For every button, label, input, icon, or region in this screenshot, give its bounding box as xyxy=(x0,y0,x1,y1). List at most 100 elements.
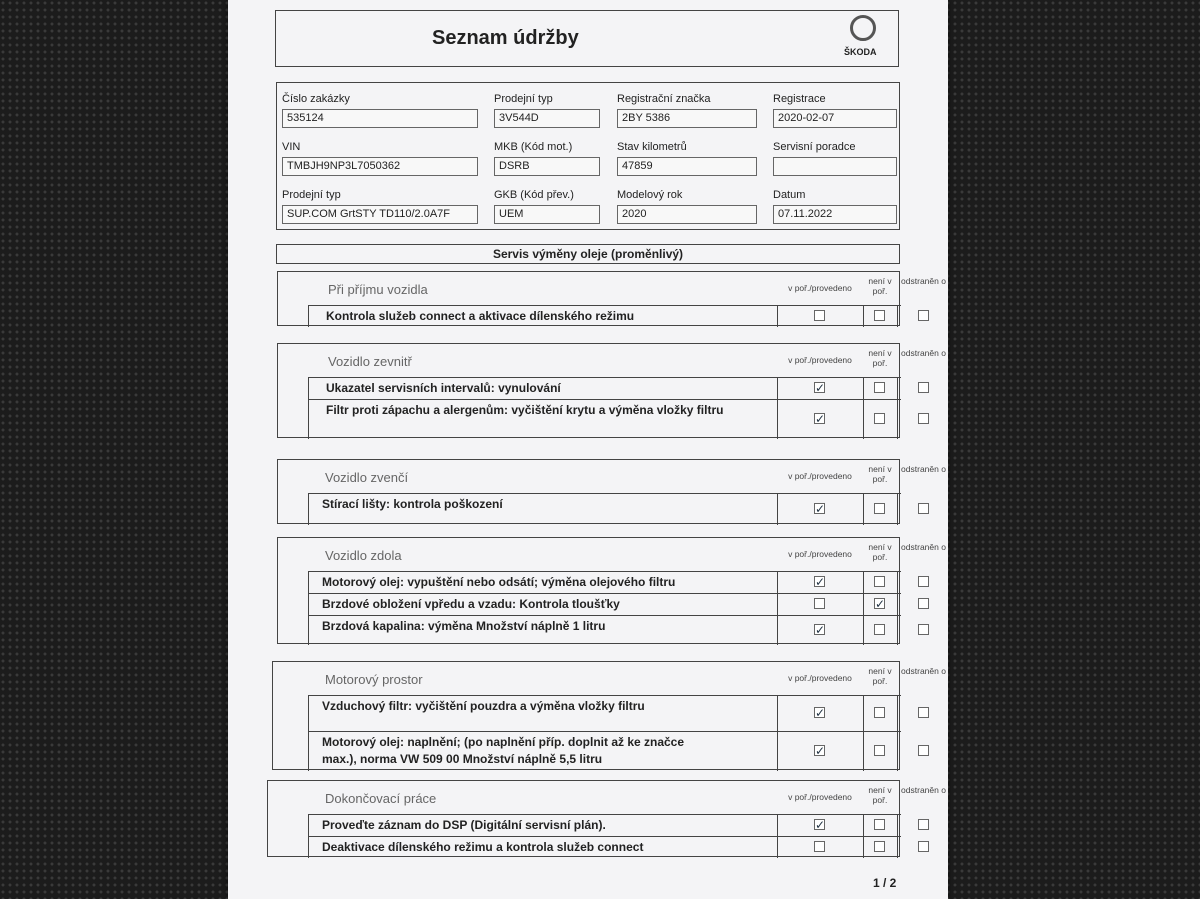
group-title: Dokončovací práce xyxy=(325,791,437,806)
group: Vozidlo zvenčí v poř./provedeno není v poř… xyxy=(277,459,946,525)
row-line xyxy=(308,836,901,837)
cell-divider xyxy=(777,731,778,771)
cell-divider xyxy=(897,493,898,525)
page-number: 1 / 2 xyxy=(873,876,897,890)
left-divider xyxy=(308,305,309,327)
left-divider xyxy=(308,814,309,858)
cell-divider xyxy=(777,695,778,731)
cell-divider xyxy=(863,814,864,836)
section-title: Servis výměny oleje (proměnlivý) xyxy=(276,244,900,264)
checkbox: ✓ xyxy=(814,706,826,720)
cell-divider xyxy=(863,571,864,593)
field-label: Prodejní typ xyxy=(494,93,553,105)
checkbox xyxy=(917,819,929,830)
item-text: Ukazatel servisních intervalů: vynulován… xyxy=(326,381,561,395)
column-header: není v poř. xyxy=(868,276,892,296)
fields-box: Číslo zakázky 535124 Prodejní typ 3V544D Reg… xyxy=(276,82,900,230)
checkbox xyxy=(874,707,885,718)
row-line xyxy=(308,695,901,696)
cell-divider xyxy=(897,836,898,858)
checkbox: ✓ xyxy=(814,744,826,758)
cell-divider xyxy=(777,593,778,615)
cell-divider xyxy=(863,399,864,439)
left-divider xyxy=(308,571,309,645)
checkbox: ✓ xyxy=(814,818,826,832)
field-value: 07.11.2022 xyxy=(773,205,897,224)
cell-divider xyxy=(897,399,898,439)
field-value xyxy=(773,157,897,176)
checkbox xyxy=(874,310,885,321)
checkbox xyxy=(917,707,929,718)
group-title: Vozidlo zvenčí xyxy=(325,470,409,485)
checkbox xyxy=(874,745,885,756)
field-value: 2BY 5386 xyxy=(617,109,757,128)
column-header: není v poř. xyxy=(868,464,892,484)
checkbox: ✓ xyxy=(814,575,826,589)
item-text: Motorový olej: vypuštění nebo odsátí; vý… xyxy=(322,575,676,589)
field-value: TMBJH9NP3L7050362 xyxy=(282,157,478,176)
column-header: v poř./provedeno xyxy=(788,673,852,683)
item-text: Proveďte záznam do DSP (Digitální servis… xyxy=(322,818,606,832)
left-divider xyxy=(308,377,309,439)
cell-divider xyxy=(777,399,778,439)
checkbox xyxy=(917,745,929,756)
field-value: 3V544D xyxy=(494,109,600,128)
checkbox xyxy=(814,310,825,321)
cell-divider xyxy=(863,695,864,731)
row-line xyxy=(308,377,901,378)
field-value: SUP.COM GrtSTY TD110/2.0A7F xyxy=(282,205,478,224)
cell-divider xyxy=(897,377,898,399)
cell-divider xyxy=(863,593,864,615)
checkbox xyxy=(874,624,885,635)
field-label: Stav kilometrů xyxy=(617,141,687,153)
cell-divider xyxy=(777,377,778,399)
cell-divider xyxy=(897,731,898,771)
item-text: Brzdová kapalina: výměna Množství náplně… xyxy=(322,619,606,633)
cell-divider xyxy=(897,571,898,593)
group: Při příjmu vozidla v poř./provedeno není v… xyxy=(277,271,946,327)
field-value: 47859 xyxy=(617,157,757,176)
column-header: odstraněn o xyxy=(901,464,946,474)
field-label: GKB (Kód přev.) xyxy=(494,189,574,201)
row-line xyxy=(308,305,901,306)
checkbox xyxy=(874,413,885,424)
column-header: v poř./provedeno xyxy=(788,792,852,802)
checkbox xyxy=(917,503,929,514)
column-header: v poř./provedeno xyxy=(788,471,852,481)
cell-divider xyxy=(777,493,778,525)
group: Vozidlo zevnitř v poř./provedeno není v po… xyxy=(277,343,946,439)
checkbox xyxy=(874,382,885,393)
group-title: Motorový prostor xyxy=(325,672,423,687)
checkbox xyxy=(917,598,929,609)
cell-divider xyxy=(863,731,864,771)
item-text: Stírací lišty: kontrola poškození xyxy=(322,497,503,511)
checkbox xyxy=(917,382,929,393)
item-text: Deaktivace dílenského režimu a kontrola … xyxy=(322,840,644,854)
checkbox xyxy=(814,841,825,852)
checkbox: ✓ xyxy=(874,597,886,611)
logo xyxy=(850,15,876,41)
field-value: 535124 xyxy=(282,109,478,128)
cell-divider xyxy=(897,814,898,836)
field-value: 2020-02-07 xyxy=(773,109,897,128)
row-line xyxy=(308,571,901,572)
field-label: Servisní poradce xyxy=(773,141,856,153)
column-header: v poř./provedeno xyxy=(788,283,852,293)
field-label: Datum xyxy=(773,189,806,201)
cell-divider xyxy=(777,836,778,858)
item-text: Brzdové obložení vpředu a vzadu: Kontrol… xyxy=(322,597,620,611)
column-header: není v poř. xyxy=(868,666,892,686)
checkbox xyxy=(874,576,885,587)
column-header: není v poř. xyxy=(868,348,892,368)
column-header: odstraněn o xyxy=(901,666,946,676)
column-header: odstraněn o xyxy=(901,276,946,286)
column-header: v poř./provedeno xyxy=(788,355,852,365)
column-header: není v poř. xyxy=(868,542,892,562)
cell-divider xyxy=(777,305,778,327)
checkbox xyxy=(917,624,929,635)
field-value: UEM xyxy=(494,205,600,224)
field-value: DSRB xyxy=(494,157,600,176)
checkbox: ✓ xyxy=(814,412,826,426)
checkbox xyxy=(917,841,929,852)
header-box: Seznam údržby ŠKODA xyxy=(275,10,899,67)
